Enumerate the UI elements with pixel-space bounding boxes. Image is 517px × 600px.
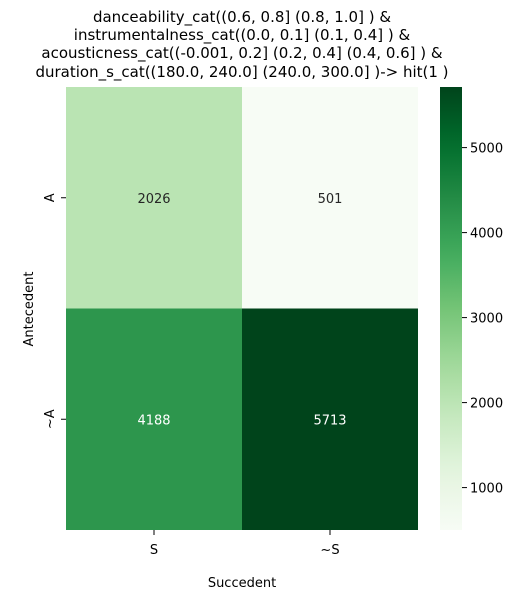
colorbar <box>440 87 462 530</box>
cell-value-label: 4188 <box>137 413 170 428</box>
colorbar-tick-label: 4000 <box>470 227 503 242</box>
x-tick-labels: S ~S <box>150 530 340 558</box>
heatmap-cells: 2026 501 4188 5713 <box>66 87 418 530</box>
x-tick-label: S <box>150 543 158 558</box>
title-line: instrumentalness_cat((0.0, 0.1] (0.1, 0.… <box>74 26 411 45</box>
cell-value-label: 501 <box>318 192 343 207</box>
title-line: danceability_cat((0.6, 0.8] (0.8, 1.0] )… <box>93 8 391 27</box>
chart-title: danceability_cat((0.6, 0.8] (0.8, 1.0] )… <box>35 8 448 82</box>
colorbar-tick-label: 3000 <box>470 312 503 327</box>
colorbar-tick-label: 5000 <box>470 142 503 157</box>
cell-value-label: 5713 <box>313 413 346 428</box>
title-line: duration_s_cat((180.0, 240.0] (240.0, 30… <box>35 63 448 82</box>
colorbar-ticks: 1000 2000 3000 4000 5000 <box>462 142 503 497</box>
colorbar-tick-label: 2000 <box>470 397 503 412</box>
cell-value-label: 2026 <box>137 192 170 207</box>
y-axis-label: Antecedent <box>22 272 37 347</box>
y-tick-label: ~A <box>43 409 58 429</box>
x-tick-label: ~S <box>320 543 339 558</box>
x-axis-label: Succedent <box>208 576 276 591</box>
colorbar-tick-label: 1000 <box>470 482 503 497</box>
y-tick-labels: A ~A <box>43 193 66 429</box>
title-line: acousticness_cat((-0.001, 0.2] (0.2, 0.4… <box>41 44 443 63</box>
y-tick-label: A <box>43 193 58 202</box>
